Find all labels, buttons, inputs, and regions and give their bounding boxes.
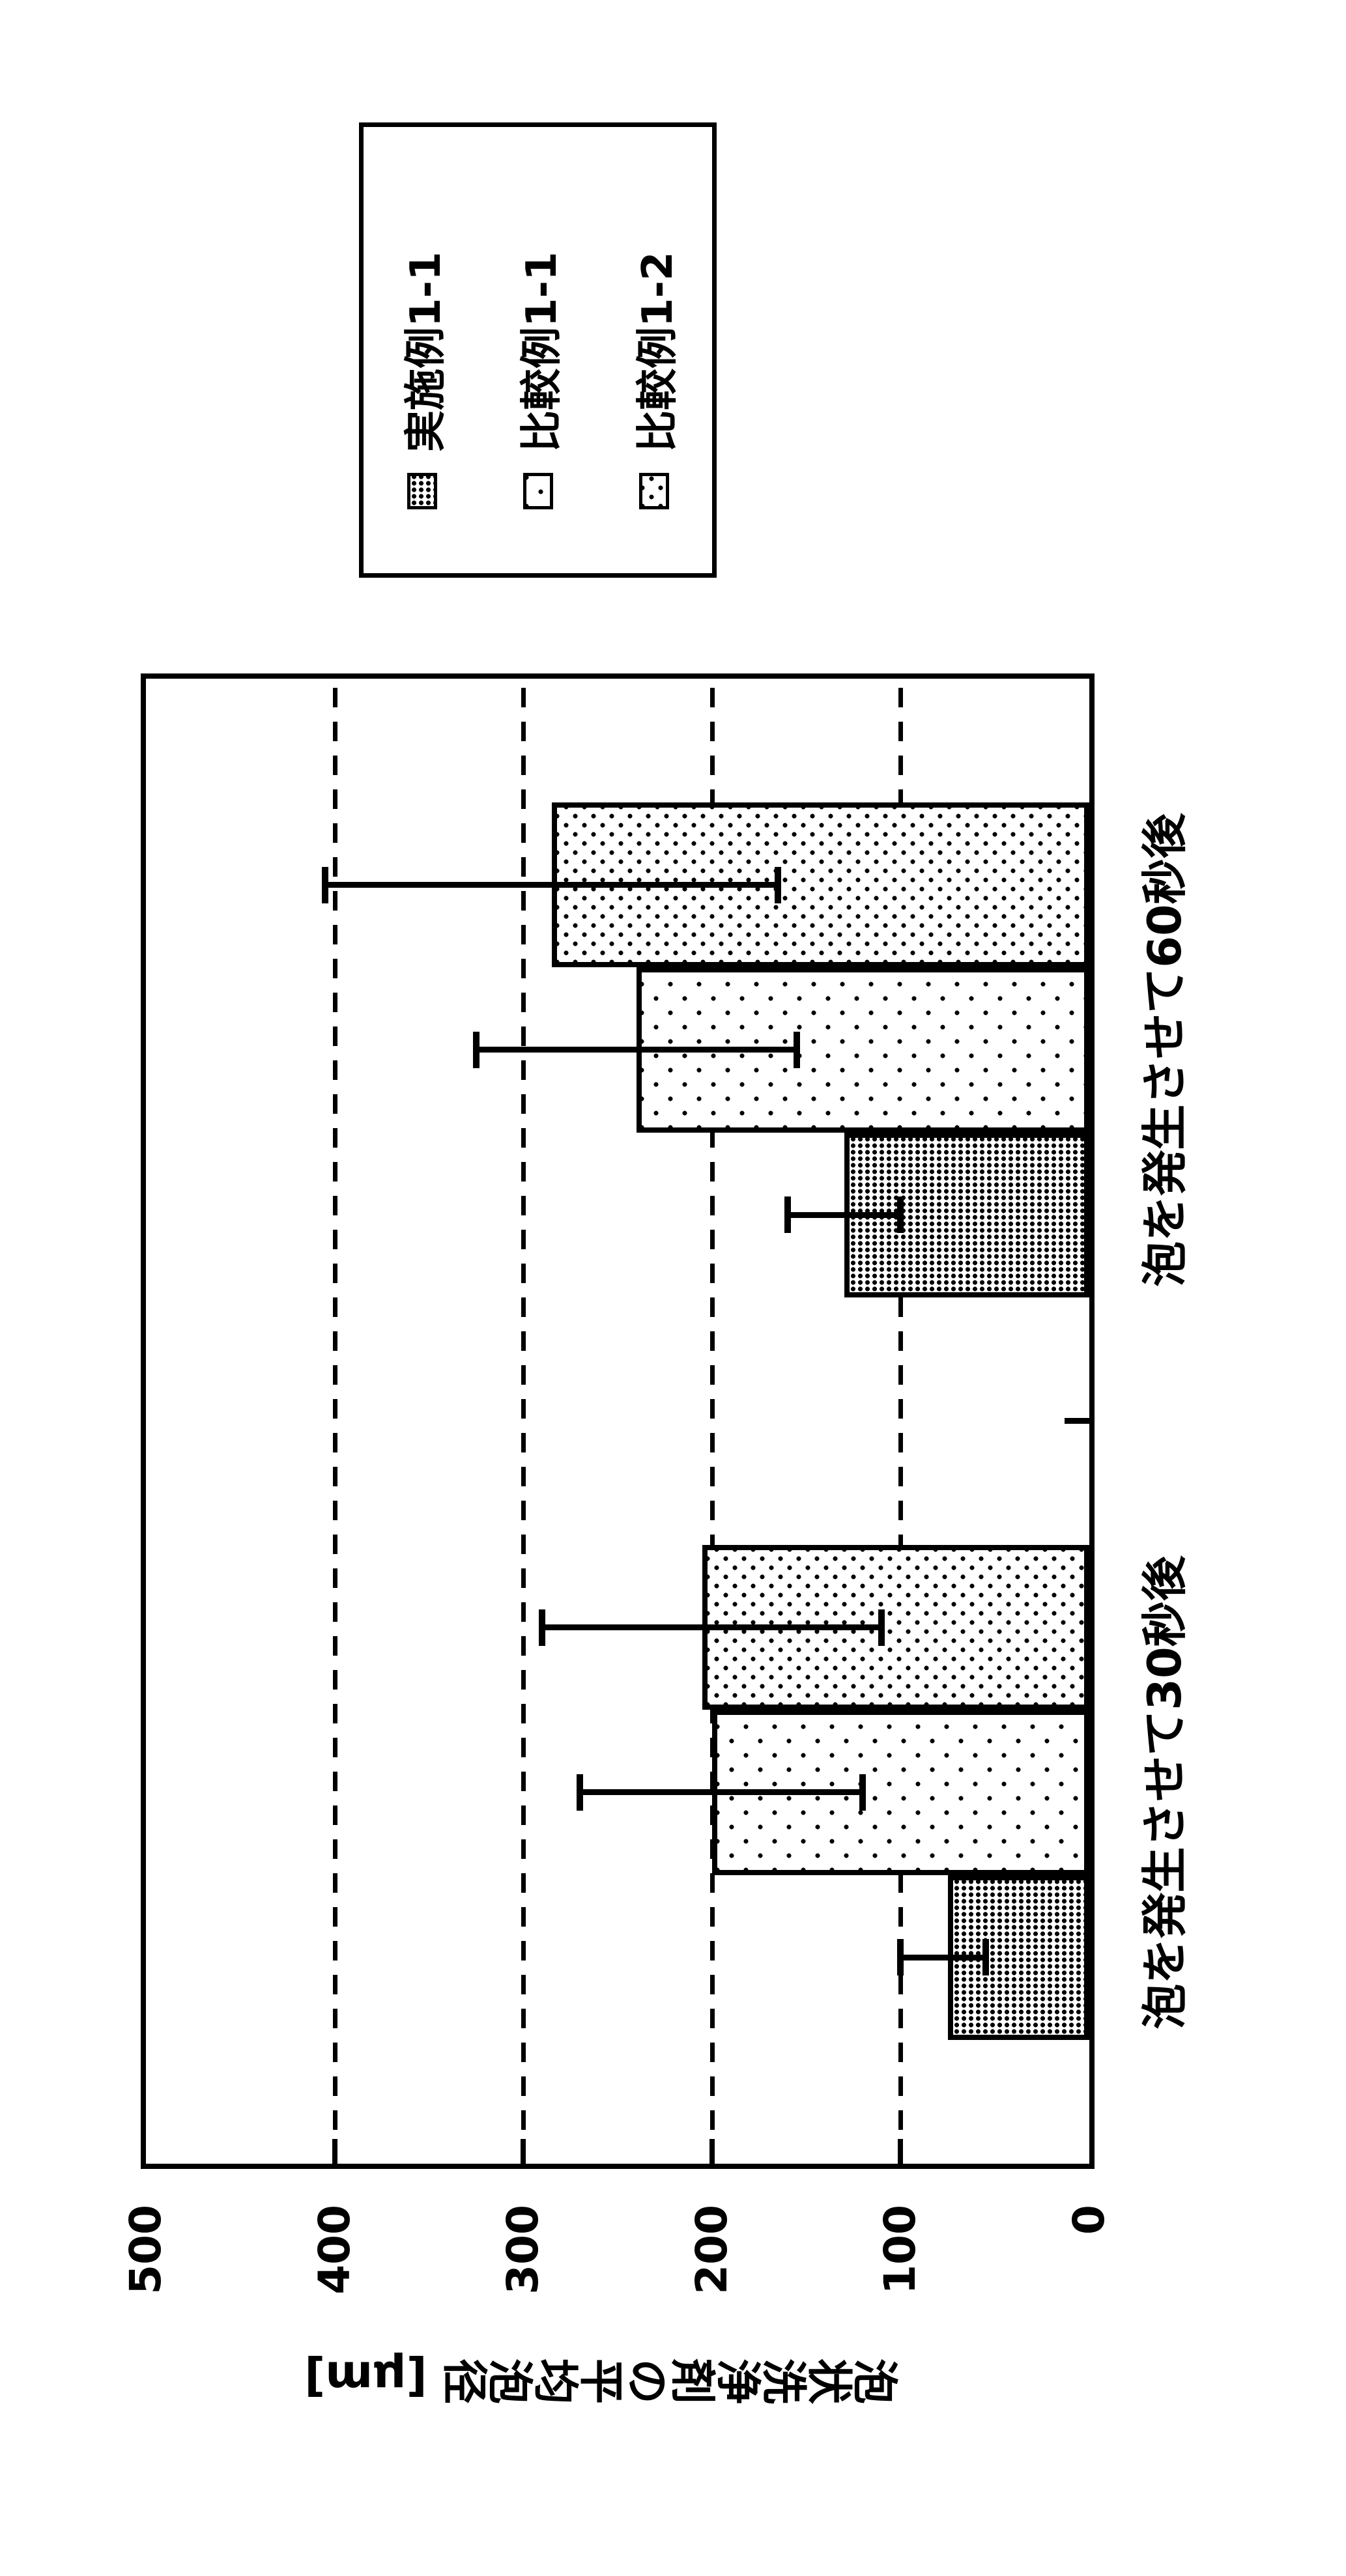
legend-label: 実施例1-1 (401, 251, 450, 452)
legend-item: 比較例1-2 (633, 127, 682, 509)
ytick-label-100: 100 (875, 2205, 926, 2295)
error-cap-high-比較例1-1-cat0 (577, 1774, 584, 1811)
legend-label: 比較例1-1 (517, 251, 566, 452)
error-bar-比較例1-1-cat0 (580, 1789, 863, 1796)
gridline-400 (332, 679, 337, 2164)
ytick-label-200: 200 (686, 2205, 737, 2295)
ytick-label-300: 300 (498, 2205, 549, 2295)
category-label-30s: 泡を発生させて30秒後 (1138, 1555, 1192, 2030)
value-axis-tick-300 (521, 2139, 526, 2164)
error-bar-実施例1-1-cat1 (787, 1211, 901, 1218)
error-bar-比較例1-2-cat1 (325, 882, 779, 888)
error-bar-比較例1-2-cat0 (542, 1624, 882, 1631)
error-cap-low-比較例1-2-cat1 (775, 866, 782, 903)
error-cap-high-比較例1-2-cat0 (539, 1609, 546, 1646)
legend-item: 実施例1-1 (401, 127, 450, 509)
legend-item: 比較例1-1 (517, 127, 566, 509)
category-label-60s: 泡を発生させて60秒後 (1138, 813, 1192, 1287)
error-bar-実施例1-1-cat0 (900, 1954, 986, 1960)
ytick-label-400: 400 (309, 2205, 360, 2295)
error-cap-high-実施例1-1-cat1 (784, 1196, 791, 1234)
gridline-300 (521, 679, 526, 2164)
legend-swatch-sparse-dots-icon (523, 473, 553, 509)
value-axis-tick-200 (709, 2139, 715, 2164)
error-cap-low-実施例1-1-cat1 (897, 1196, 904, 1234)
error-bar-比較例1-1-cat1 (476, 1047, 797, 1053)
legend-swatch-medium-dots-icon (638, 473, 669, 509)
error-cap-high-比較例1-1-cat1 (472, 1032, 480, 1068)
ytick-label-500: 500 (121, 2205, 171, 2295)
error-cap-low-比較例1-1-cat0 (859, 1774, 866, 1811)
ytick-label-0: 0 (1064, 2205, 1114, 2235)
value-axis-tick-100 (898, 2139, 904, 2164)
y-axis-title: 泡状洗浄剤の平均泡径 [μm] (304, 2351, 900, 2405)
error-cap-low-比較例1-1-cat1 (794, 1032, 801, 1068)
error-cap-low-実施例1-1-cat0 (982, 1939, 989, 1976)
legend-swatch-dense-dots-icon (407, 473, 437, 509)
category-axis-tick (1065, 1418, 1089, 1424)
error-cap-high-実施例1-1-cat0 (897, 1939, 904, 1976)
value-axis-tick-400 (332, 2139, 337, 2164)
error-cap-low-比較例1-2-cat0 (878, 1609, 885, 1646)
legend: 実施例1-1 比較例1-1 比較例1-2 (359, 122, 717, 578)
error-cap-high-比較例1-2-cat1 (322, 866, 329, 903)
legend-label: 比較例1-2 (633, 251, 682, 452)
plot-area (141, 673, 1095, 2169)
